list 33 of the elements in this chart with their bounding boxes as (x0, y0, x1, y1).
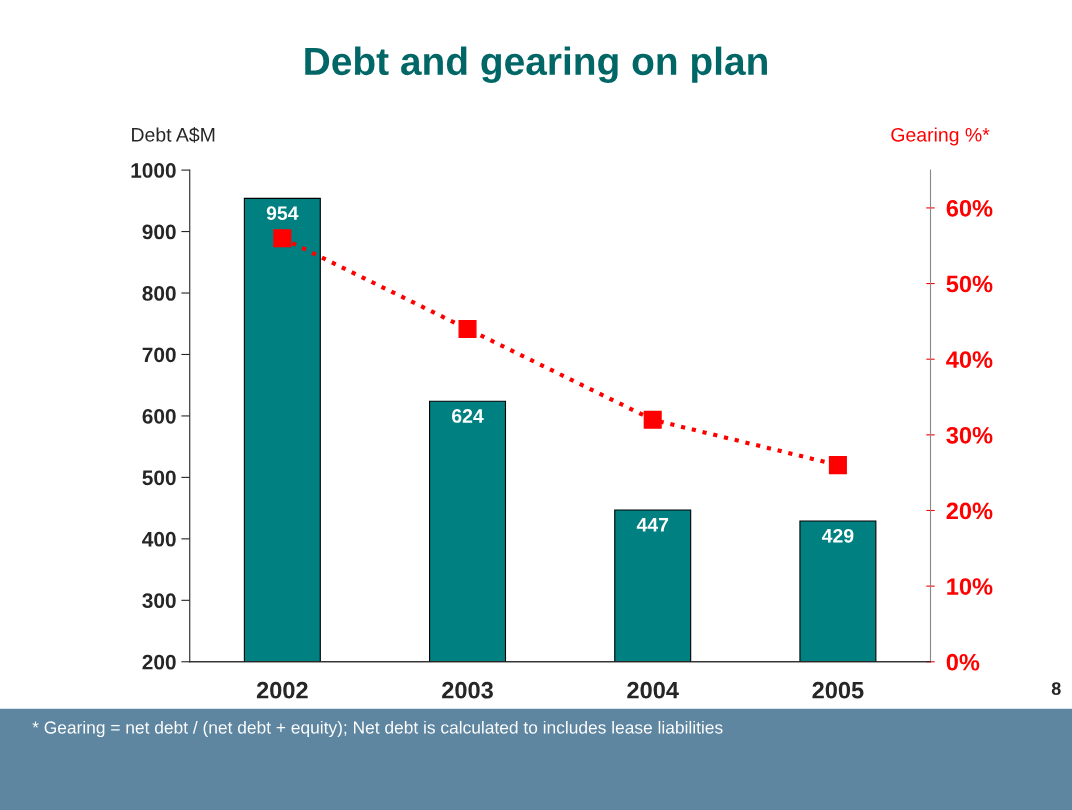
y-tick-label: 700 (142, 347, 176, 363)
y-axis-title: Debt A$M (132, 127, 215, 143)
y-tick-label: 1000 (131, 163, 176, 178)
point (643, 410, 662, 429)
y-tick-label: 900 (142, 224, 176, 240)
y-tick-label: 800 (142, 286, 176, 301)
x-tick-label: 2003 (442, 681, 493, 699)
y2-tick-label: 30% (946, 426, 993, 444)
chart-title: Debt and gearing on plan (305, 46, 767, 84)
y-tick-label: 300 (142, 593, 176, 609)
data-label: 429 (821, 528, 854, 543)
point (273, 229, 292, 248)
text: * Gearing = net debt / (net debt + equity); Net debt is calculated to includes lease liabilities (32, 720, 723, 738)
y2-tick-label: 0% (946, 653, 980, 671)
y-tick-label: 200 (142, 654, 176, 670)
x-tick-label: 2005 (812, 681, 864, 699)
y2-tick-label: 20% (946, 502, 993, 520)
y2-tick-label: 60% (946, 199, 993, 217)
y2-tick-label: 50% (946, 275, 993, 293)
data-label: 954 (266, 206, 299, 221)
data-label: 624 (452, 409, 484, 423)
y-tick-label: 500 (142, 470, 176, 486)
x-tick-label: 2004 (627, 681, 679, 699)
y-tick-label: 600 (142, 408, 176, 424)
y-tick-label: 400 (142, 531, 176, 547)
x-tick-label: 2002 (256, 681, 308, 699)
text: 8 (1051, 682, 1061, 695)
point (458, 319, 477, 338)
point (828, 456, 847, 475)
data-label: 447 (636, 518, 669, 532)
y2-tick-label: 40% (946, 351, 993, 368)
y2-tick-label: 10% (947, 578, 993, 595)
y2-axis-title: Gearing %* (891, 127, 990, 146)
